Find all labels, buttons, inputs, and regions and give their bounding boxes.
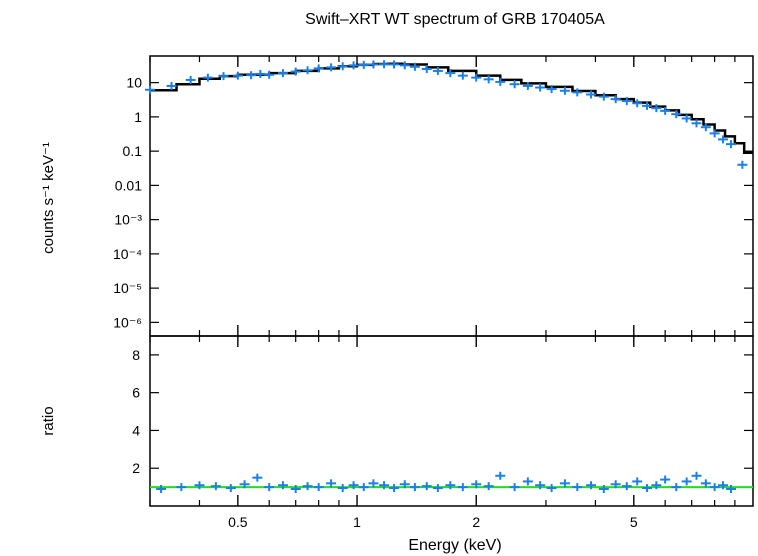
- spectrum-y-tick-label: 10⁻³: [114, 212, 142, 228]
- ratio-y-tick-label: 6: [132, 385, 140, 401]
- spectrum-y-axis-label: counts s⁻¹ keV⁻¹: [40, 142, 57, 254]
- ratio-y-ticks: 2 4 6 8: [132, 347, 753, 476]
- spectrum-data: [145, 60, 753, 169]
- x-axis-label: Energy (keV): [408, 537, 501, 554]
- x-tick-label: 2: [472, 514, 480, 530]
- chart-title: Swift–XRT WT spectrum of GRB 170405A: [305, 11, 605, 28]
- ratio-y-tick-label: 2: [132, 460, 140, 476]
- ratio-y-tick-label: 8: [132, 347, 140, 363]
- spectrum-panel-frame: [149, 55, 754, 337]
- spectrum-y-tick-label: 0.1: [123, 143, 143, 159]
- spectrum-y-tick-label: 10⁻⁵: [113, 280, 142, 296]
- spectrum-y-tick-label: 10⁻⁶: [113, 314, 142, 330]
- ratio-data: [150, 471, 753, 493]
- spectrum-y-ticks: 10 1 0.1 0.01 10⁻³ 10⁻⁴ 10⁻⁵ 10⁻⁶: [113, 75, 753, 330]
- ratio-panel-frame: [149, 335, 754, 507]
- ratio-y-tick-label: 4: [132, 422, 140, 438]
- spectrum-y-tick-label: 10: [126, 75, 142, 91]
- x-tick-label: 0.5: [228, 514, 248, 530]
- x-ticks: 0.5 1 2 5: [149, 56, 736, 530]
- x-tick-label: 5: [630, 514, 638, 530]
- x-tick-label: 1: [353, 514, 361, 530]
- spectrum-y-tick-label: 1: [134, 109, 142, 125]
- spectrum-y-tick-label: 10⁻⁴: [113, 246, 142, 262]
- model-curve: [150, 62, 753, 154]
- ratio-y-axis-label: ratio: [40, 406, 57, 435]
- spectrum-y-tick-label: 0.01: [115, 177, 142, 193]
